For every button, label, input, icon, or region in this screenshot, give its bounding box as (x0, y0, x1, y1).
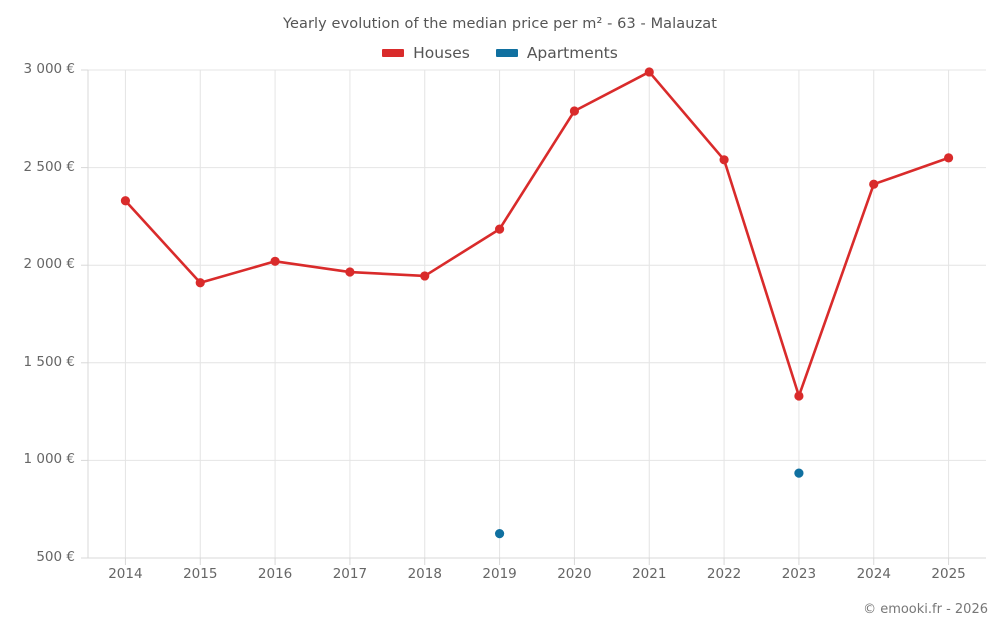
data-point-houses-2023 (794, 391, 804, 401)
grid-lines (88, 69, 986, 559)
x-axis-label-2019: 2019 (482, 566, 517, 582)
x-axis-label-2022: 2022 (706, 566, 742, 582)
chart-legend: Houses Apartments (0, 44, 1000, 62)
series-points (120, 67, 954, 539)
x-axis-label-2018: 2018 (407, 566, 442, 582)
y-axis-label: 2 500 € (23, 158, 75, 175)
data-point-houses-2024 (869, 179, 879, 189)
data-point-houses-2021 (644, 67, 654, 77)
data-point-houses-2019 (494, 224, 505, 234)
axis-ticks (81, 69, 950, 565)
data-point-houses-2017 (345, 267, 355, 277)
data-point-houses-2022 (719, 155, 729, 165)
y-axis-label: 2 000 € (23, 256, 75, 273)
x-axis-label-2016: 2016 (257, 566, 293, 582)
y-axis-label: 1 000 € (23, 451, 75, 468)
data-point-houses-2018 (420, 271, 430, 281)
x-axis-label-2015: 2015 (183, 566, 218, 582)
footer-credit: © emooki.fr - 2026 (863, 602, 988, 617)
y-axis-label: 500 € (36, 549, 75, 565)
data-point-houses-2020 (569, 106, 580, 116)
series-lines (124, 70, 950, 398)
data-point-houses-2014 (120, 196, 131, 206)
x-axis-label-2023: 2023 (781, 566, 817, 582)
x-axis-label-2021: 2021 (632, 566, 667, 582)
x-axis-label-2017: 2017 (332, 566, 368, 582)
data-point-apartments-2023 (794, 468, 804, 478)
data-point-apartments-2019 (494, 529, 505, 539)
legend-label-apartments: Apartments (526, 44, 618, 62)
data-point-houses-2016 (270, 256, 280, 266)
legend-item-houses[interactable]: Houses (382, 44, 470, 62)
x-axis-label-2025: 2025 (931, 566, 966, 582)
chart-title: Yearly evolution of the median price per… (282, 16, 718, 32)
data-point-houses-2015 (195, 278, 205, 288)
y-axis-label: 1 500 € (23, 353, 75, 370)
legend-swatch-houses (382, 49, 405, 57)
legend-label-houses: Houses (413, 44, 470, 62)
x-axis-label-2014: 2014 (108, 566, 143, 582)
axis-lines (87, 70, 986, 559)
series-line-houses (124, 70, 950, 398)
x-axis-label-2020: 2020 (557, 566, 592, 582)
legend-swatch-apartments (495, 49, 518, 57)
x-axis-label-2024: 2024 (856, 566, 891, 582)
data-point-houses-2025 (943, 153, 954, 163)
y-axis-label: 3 000 € (23, 61, 75, 77)
legend-item-apartments[interactable]: Apartments (495, 44, 618, 62)
